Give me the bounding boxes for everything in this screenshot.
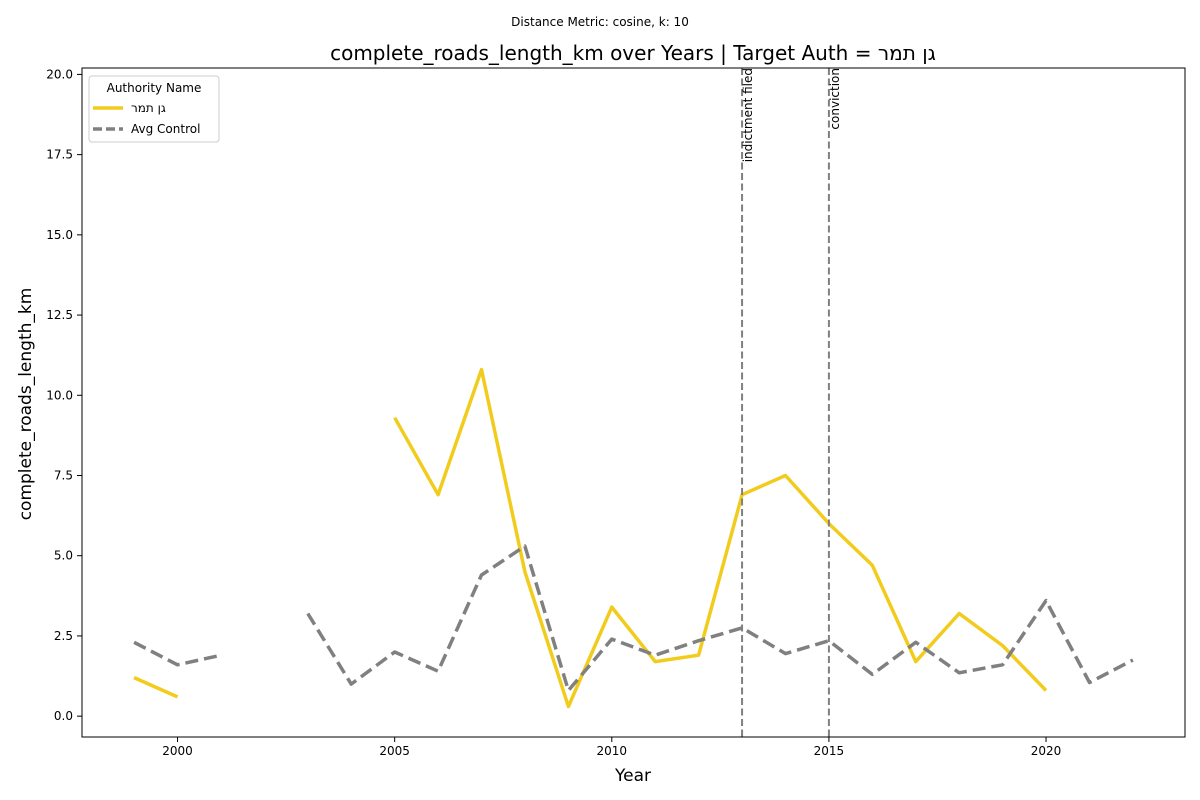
y-tick-label: 10.0 (46, 388, 73, 402)
series-line-avg-control (133, 544, 1134, 693)
y-tick-label: 7.5 (54, 468, 73, 482)
x-tick-label: 2015 (814, 744, 845, 758)
y-tick-label: 15.0 (46, 228, 73, 242)
chart-suptitle: Distance Metric: cosine, k: 10 (511, 15, 689, 29)
y-tick-label: 17.5 (46, 148, 73, 162)
legend-entry-target: גן תמר (131, 101, 166, 115)
x-tick-label: 2000 (162, 744, 193, 758)
legend: Authority Name גן תמר Avg Control (88, 75, 220, 143)
plot-area (82, 68, 1185, 737)
legend-title: Authority Name (107, 81, 202, 95)
x-tick-label: 2005 (379, 744, 410, 758)
y-tick-label: 12.5 (46, 308, 73, 322)
x-tick-label: 2010 (597, 744, 628, 758)
y-tick-label: 2.5 (54, 629, 73, 643)
y-tick-label: 0.0 (54, 709, 73, 723)
y-tick-label: 5.0 (54, 549, 73, 563)
annotation-label-conviction: conviction (828, 68, 842, 130)
series-line-target (133, 367, 1048, 709)
x-tick-label: 2020 (1031, 744, 1062, 758)
y-axis-label: complete_roads_length_km (16, 288, 36, 521)
legend-box (88, 75, 220, 143)
chart-title: complete_roads_length_km over Years | Ta… (330, 41, 936, 65)
legend-entry-avg-control: Avg Control (131, 122, 200, 136)
annotation-label-indictment: indictment filed (741, 68, 755, 162)
plot-frame (81, 67, 1186, 738)
y-tick-label: 20.0 (46, 67, 73, 81)
x-axis-label: Year (614, 766, 651, 786)
